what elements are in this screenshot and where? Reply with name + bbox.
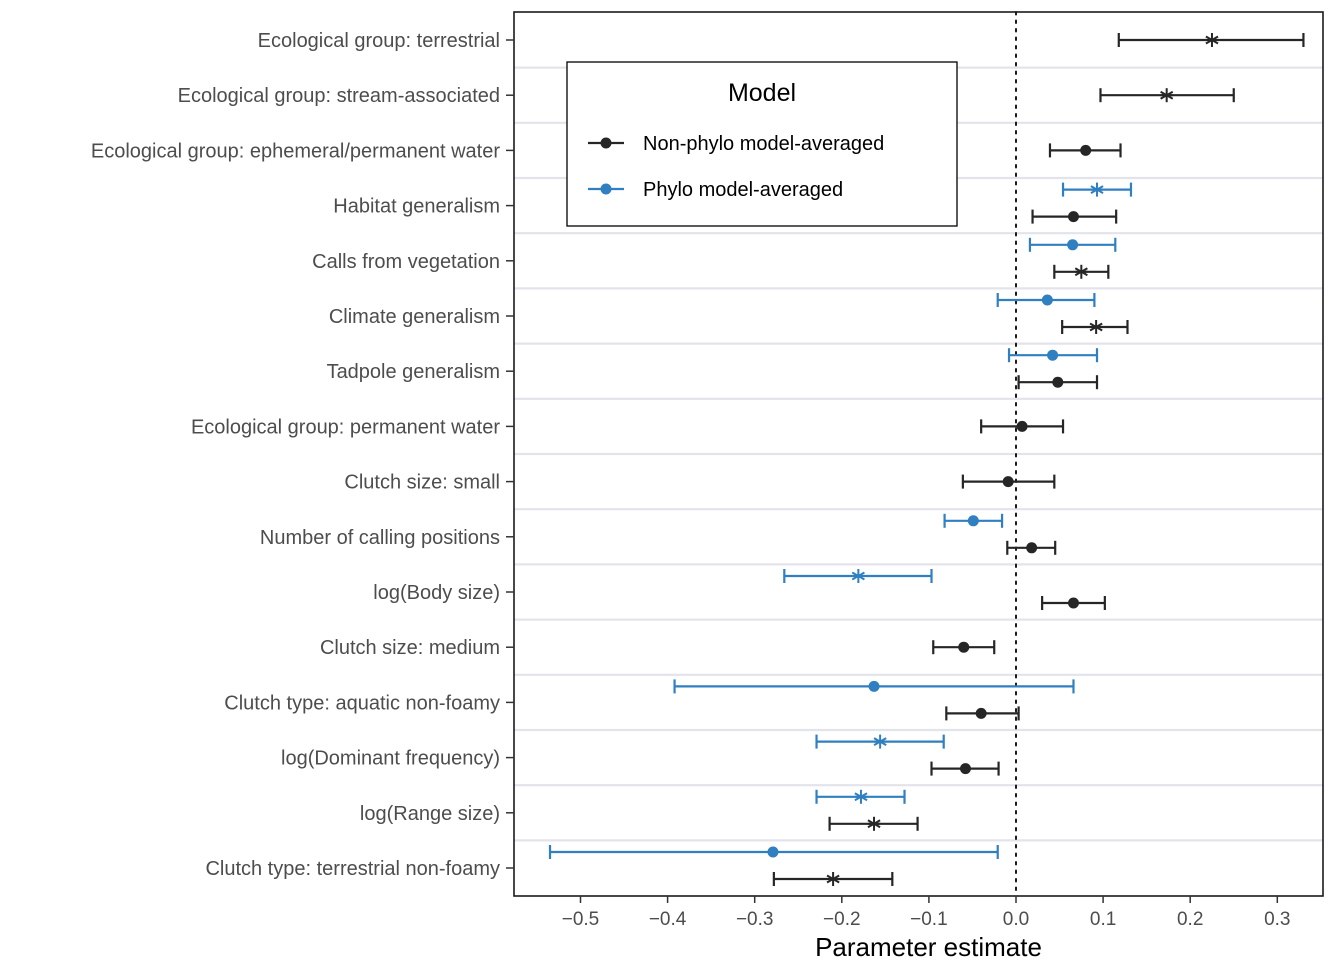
dot-marker <box>967 515 979 527</box>
dot-marker <box>868 680 880 692</box>
errorbar-point <box>1007 348 1099 363</box>
star-marker <box>1160 88 1174 103</box>
errorbar-point <box>1061 320 1129 334</box>
errorbar-point <box>1053 264 1110 279</box>
dot-marker <box>1067 597 1079 609</box>
x-tick-label: −0.4 <box>649 909 687 930</box>
legend-label: Phylo model-averaged <box>643 179 843 201</box>
errorbar-point <box>548 845 999 859</box>
errorbar-point <box>945 706 1020 721</box>
errorbar-point <box>815 734 945 749</box>
errorbar-point <box>943 513 1004 528</box>
errorbar-point <box>1017 375 1099 390</box>
star-marker <box>826 872 840 886</box>
y-tick-label: Ecological group: permanent water <box>191 416 500 438</box>
errorbar-point <box>1006 540 1057 555</box>
legend-title: Model <box>728 79 796 107</box>
y-tick-label: Clutch type: aquatic non-foamy <box>224 692 500 714</box>
y-tick-label: Clutch size: small <box>344 472 500 494</box>
x-tick-label: −0.1 <box>910 909 948 930</box>
errorbar-point <box>815 789 906 804</box>
errorbar-point <box>1028 237 1117 252</box>
star-marker <box>1089 320 1103 334</box>
x-tick-label: 0.1 <box>1090 909 1116 930</box>
errorbar-point <box>1031 209 1118 224</box>
errorbar-point <box>1099 88 1235 103</box>
y-tick-label: log(Range size) <box>360 803 500 825</box>
errorbar-point <box>1117 33 1305 47</box>
legend-box <box>566 61 958 227</box>
y-tick-label: Climate generalism <box>329 306 500 328</box>
dot-marker <box>1067 211 1079 223</box>
dot-marker <box>1041 294 1053 306</box>
y-tick-label: log(Dominant frequency) <box>281 748 500 770</box>
errorbar-point <box>673 679 1075 694</box>
errorbar-point <box>961 474 1056 489</box>
dot-marker <box>1016 420 1028 432</box>
dot-marker <box>959 763 971 775</box>
y-tick-label: Tadpole generalism <box>327 361 500 383</box>
legend-marker <box>600 183 612 195</box>
dot-marker <box>1026 542 1038 554</box>
x-tick-label: 0.0 <box>1003 909 1029 930</box>
y-tick-label: Ecological group: ephemeral/permanent wa… <box>91 140 500 162</box>
x-tick-label: −0.5 <box>562 909 600 930</box>
series-non-phylo <box>772 33 1305 886</box>
plot-panel-border <box>513 11 1324 897</box>
x-tick-label: −0.3 <box>736 909 774 930</box>
errorbar-point <box>1061 182 1133 197</box>
y-tick-label: Ecological group: terrestrial <box>258 30 500 52</box>
x-tick-label: −0.2 <box>823 909 861 930</box>
series-layer <box>548 33 1305 886</box>
star-marker <box>854 789 868 804</box>
star-marker <box>1074 264 1088 279</box>
legend: Model Non-phylo model-averaged Phylo mode… <box>566 61 958 227</box>
errorbar-point <box>930 761 1000 776</box>
y-tick-label: Ecological group: stream-associated <box>178 85 500 107</box>
star-marker <box>873 734 887 749</box>
x-axis-title: Parameter estimate <box>815 932 1042 961</box>
series-phylo <box>548 182 1133 859</box>
star-marker <box>1090 182 1104 197</box>
errorbar-point <box>1048 143 1122 158</box>
y-tick-label: log(Body size) <box>373 582 500 604</box>
errorbar-point <box>980 419 1065 434</box>
x-tick-label: 0.2 <box>1177 909 1203 930</box>
legend-marker <box>600 137 612 149</box>
y-tick-label: Clutch size: medium <box>320 637 500 659</box>
star-marker <box>1205 33 1219 47</box>
dot-marker <box>767 846 779 858</box>
y-tick-label: Calls from vegetation <box>312 251 500 273</box>
y-tick-label: Habitat generalism <box>333 196 500 218</box>
star-marker <box>851 569 865 583</box>
dot-marker <box>1047 349 1059 361</box>
legend-label: Non-phylo model-averaged <box>643 133 884 155</box>
legend-entries: Non-phylo model-averaged Phylo model-aver… <box>588 133 884 201</box>
dot-marker <box>1002 476 1014 488</box>
y-tick-label: Number of calling positions <box>260 527 500 549</box>
errorbar-point <box>783 569 933 583</box>
dot-marker <box>1052 376 1064 388</box>
y-axis-labels: Ecological group: terrestrial Ecological … <box>91 30 514 880</box>
errorbar-point <box>996 293 1096 307</box>
gridlines <box>514 66 1323 842</box>
x-axis: −0.5 −0.4 −0.3 −0.2 −0.1 0.0 0.1 0.2 0.3 <box>562 896 1291 930</box>
dot-marker <box>1067 239 1079 251</box>
dot-marker <box>975 707 987 719</box>
x-tick-label: 0.3 <box>1264 909 1290 930</box>
errorbar-point <box>932 640 996 655</box>
y-tick-label: Clutch type: terrestrial non-foamy <box>205 858 500 880</box>
errorbar-point <box>1041 596 1106 610</box>
errorbar-point <box>772 872 894 886</box>
legend-entry: Phylo model-averaged <box>588 179 843 201</box>
dot-marker <box>958 641 970 653</box>
star-marker <box>867 816 881 831</box>
errorbar-point <box>828 816 919 831</box>
legend-entry: Non-phylo model-averaged <box>588 133 884 155</box>
dot-marker <box>1080 144 1092 156</box>
